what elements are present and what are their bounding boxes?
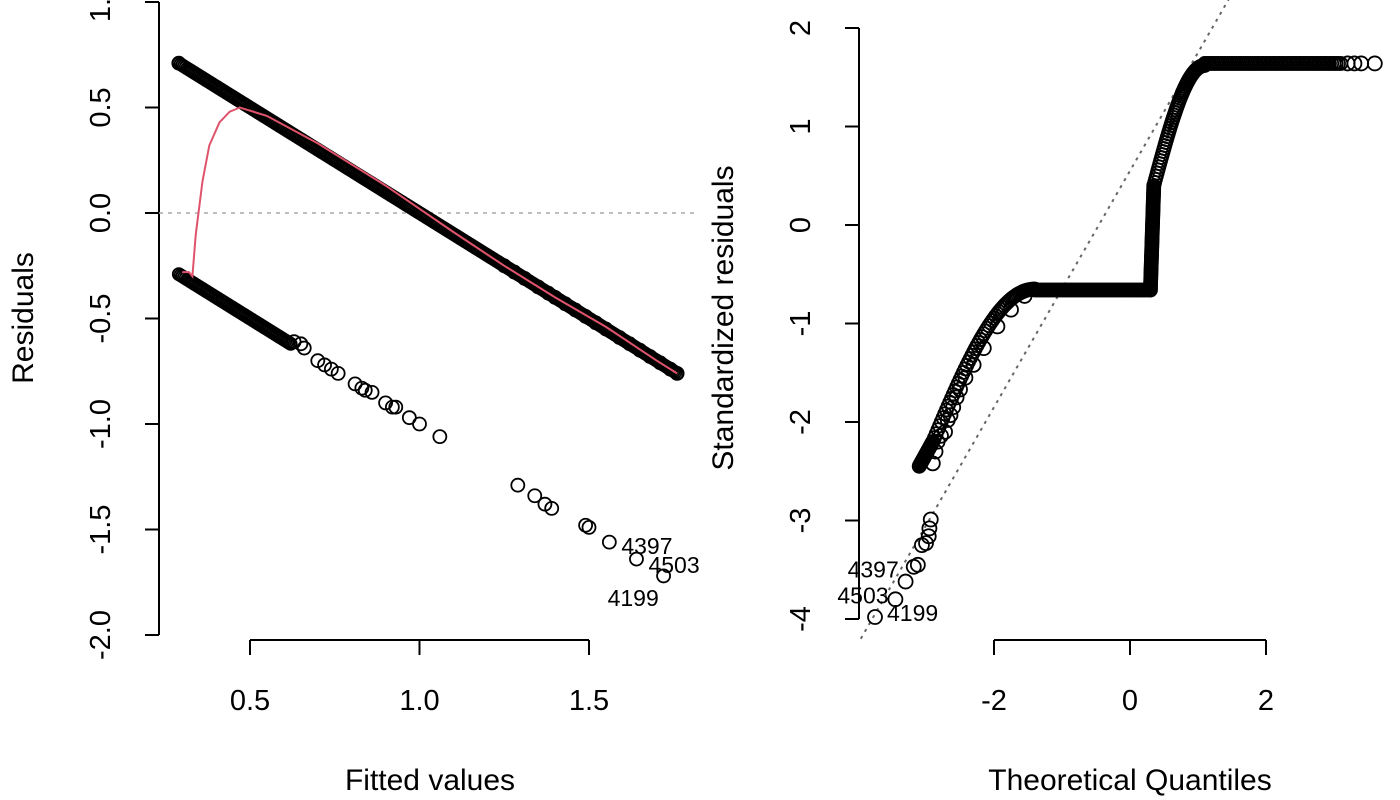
- right-x-tick-label: 2: [1258, 685, 1274, 717]
- qq-reference-line: [859, 0, 1230, 640]
- right-x-tick-label: 0: [1122, 685, 1138, 717]
- qq-point: [909, 556, 926, 573]
- qq-point: [989, 318, 1006, 335]
- residual-point: [601, 534, 617, 550]
- left-y-tick-label: 1.0: [85, 0, 117, 22]
- qq-point: [975, 340, 992, 357]
- residual-point: [527, 488, 543, 504]
- outlier-label: 4397: [621, 533, 672, 559]
- left-y-tick-label: -1.0: [85, 399, 117, 449]
- left-y-tick-label: 0.5: [85, 87, 117, 127]
- left-x-tick-label: 0.5: [230, 685, 270, 717]
- right-y-axis-title: Standardized residuals: [707, 165, 740, 470]
- qq-point: [927, 443, 944, 460]
- lower-band-point: [283, 336, 298, 351]
- right-y-tick-label: 0: [785, 217, 817, 233]
- left-y-tick-label: -1.5: [85, 505, 117, 555]
- left-y-axis-title: Residuals: [7, 252, 40, 384]
- qq-point: [1366, 55, 1383, 72]
- right-y-tick-label: 2: [785, 20, 817, 36]
- right-x-axis-title: Theoretical Quantiles: [988, 764, 1271, 797]
- outlier-label: 4503: [648, 552, 699, 578]
- outlier-label: 4503: [837, 582, 888, 608]
- qq-point: [887, 591, 904, 608]
- residual-point: [629, 551, 644, 567]
- residuals-vs-fitted-plot: Fitted values Residuals -2.0 -1.5 -1.0 -0.5…: [7, 0, 700, 797]
- outlier-label: 4397: [848, 557, 899, 583]
- residual-point: [296, 340, 312, 356]
- right-x-tick-label: -2: [981, 685, 1007, 717]
- residual-point: [171, 55, 187, 71]
- right-y-tick-label: -1: [785, 311, 817, 337]
- right-y-tick-label: -4: [785, 606, 817, 632]
- outlier-label: 4199: [608, 585, 659, 611]
- residual-point: [581, 519, 597, 535]
- residual-point: [364, 384, 380, 400]
- qq-point: [922, 511, 939, 528]
- qq-point: [1346, 55, 1363, 72]
- residual-point: [669, 365, 685, 381]
- qq-point: [933, 427, 949, 444]
- right-y-tick-label: 1: [785, 118, 817, 134]
- residual-point: [357, 382, 373, 398]
- residual-point: [544, 500, 560, 516]
- residual-point: [517, 271, 532, 286]
- qq-point: [945, 399, 962, 416]
- outlier-label: 4199: [887, 600, 938, 626]
- right-y-tick-label: -3: [785, 508, 817, 534]
- qq-point: [1016, 288, 1033, 304]
- residual-point: [412, 416, 427, 432]
- smoother-line: [182, 106, 678, 375]
- left-x-tick-label: 1.0: [399, 685, 439, 717]
- qq-point: [921, 520, 938, 537]
- left-x-axis-title: Fitted values: [345, 764, 515, 797]
- residual-point: [293, 336, 309, 352]
- qq-point: [957, 369, 974, 386]
- residual-point: [330, 365, 346, 381]
- qq-point: [1003, 301, 1019, 318]
- residual-point: [598, 321, 614, 337]
- left-y-tick-label: 0.0: [85, 193, 117, 233]
- residual-point: [354, 380, 370, 396]
- qq-point: [867, 609, 883, 625]
- qq-point: [920, 528, 937, 545]
- normal-qq-plot: Theoretical Quantiles Standardized resid…: [707, 0, 1383, 797]
- qq-point: [918, 535, 934, 552]
- qq-point: [948, 389, 965, 406]
- left-y-tick-label: -0.5: [85, 294, 117, 344]
- qq-point: [965, 356, 982, 373]
- qq-point: [942, 407, 959, 424]
- residual-point: [578, 517, 594, 533]
- qq-point: [937, 423, 953, 440]
- left-y-tick-label: -2.0: [85, 610, 117, 660]
- right-y-tick-label: -2: [785, 409, 817, 435]
- qq-point: [924, 455, 941, 472]
- residual-point: [510, 477, 526, 493]
- residual-point: [656, 568, 671, 584]
- qq-point: [897, 573, 914, 590]
- left-x-tick-label: 1.5: [569, 685, 609, 717]
- residual-point: [388, 399, 404, 415]
- residual-point: [432, 429, 448, 445]
